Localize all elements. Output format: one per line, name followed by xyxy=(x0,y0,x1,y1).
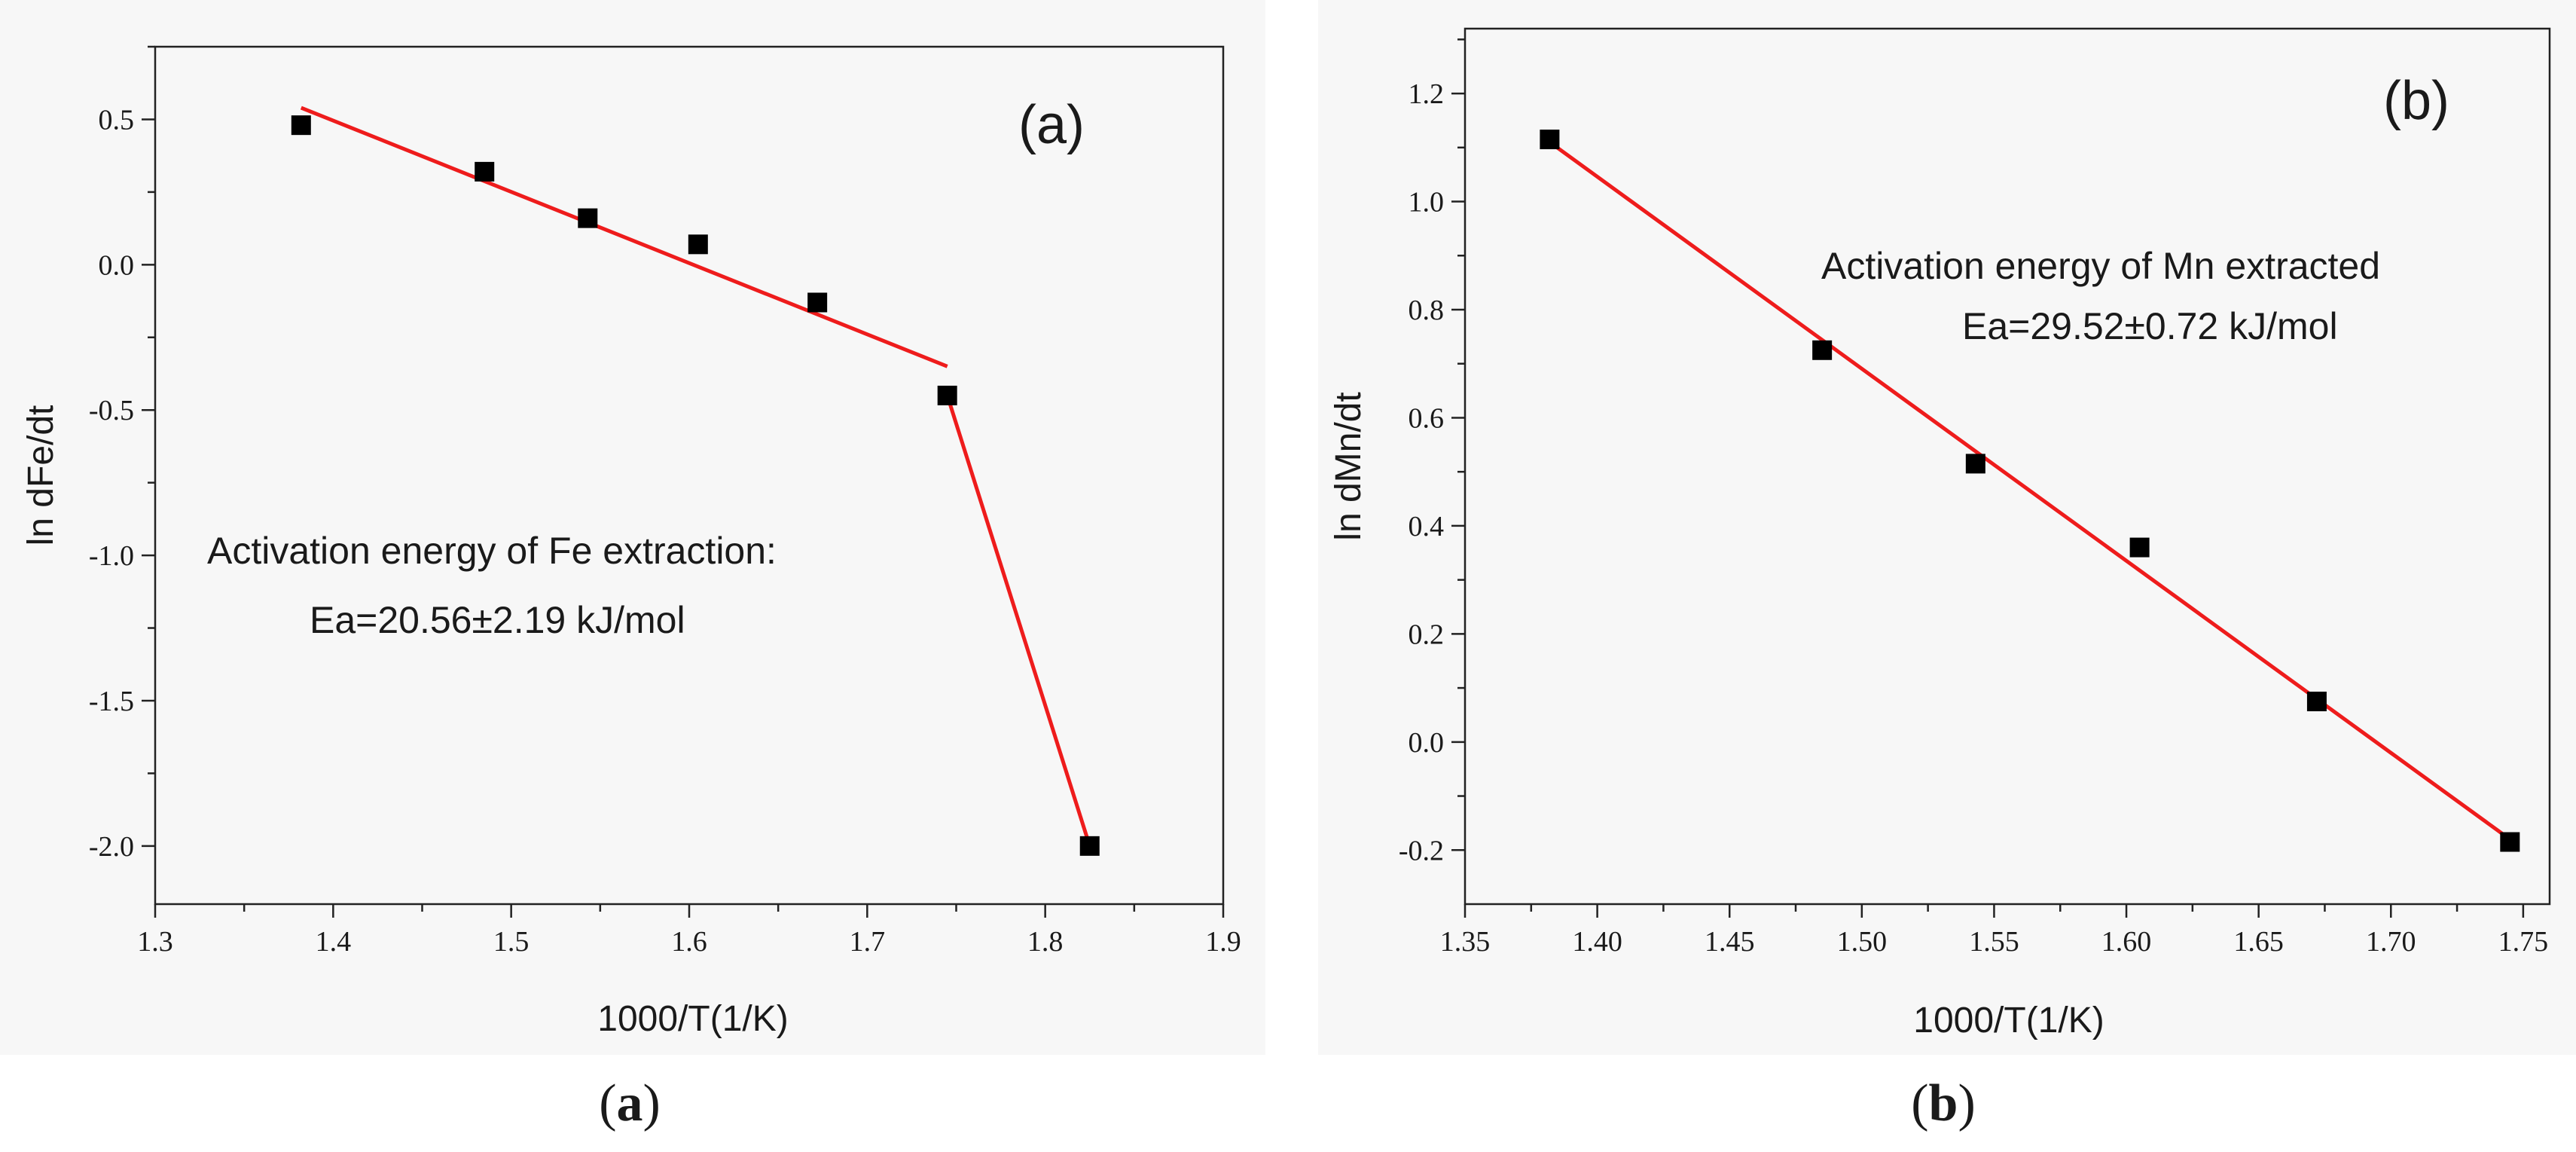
annotation-line-1: Activation energy of Mn extracted xyxy=(1821,245,2380,287)
x-tick-label: 1.50 xyxy=(1837,926,1888,958)
caption-close: ) xyxy=(643,1074,661,1132)
data-markers xyxy=(1540,130,2520,852)
x-tick-label: 1.5 xyxy=(493,926,530,958)
fit-lines xyxy=(300,105,1092,847)
x-tick-label: 1.40 xyxy=(1572,926,1622,958)
annotation-line-2: Ea=29.52±0.72 kJ/mol xyxy=(1962,305,2338,347)
x-tick-labels: 1.3 1.4 1.5 1.6 1.7 1.8 1.9 xyxy=(137,926,1241,958)
x-tick-label: 1.60 xyxy=(2101,926,2152,958)
x-tick-labels: 1.35 1.40 1.45 1.50 1.55 1.60 1.65 1.70 1.75 xyxy=(1440,926,2548,958)
x-tick-label: 1.45 xyxy=(1705,926,1755,958)
y-tick-label: 0.0 xyxy=(99,249,135,281)
x-axis-title: 1000/T(1/K) xyxy=(597,999,788,1039)
x-tick-label: 1.70 xyxy=(2366,926,2416,958)
x-tick-label: 1.55 xyxy=(1969,926,2019,958)
y-axis-title: ln dMn/dt xyxy=(1329,392,1369,540)
data-point xyxy=(1079,836,1100,856)
chart-panel-a: 1.3 1.4 1.5 1.6 1.7 1.8 1.9 -2.0 -1.5 -1.0 -0.5 0.… xyxy=(0,0,1265,1132)
y-tick-label: 1.2 xyxy=(1409,78,1445,110)
chart-panel-b: 1.35 1.40 1.45 1.50 1.55 1.60 1.65 1.70 1.75 -0.… xyxy=(1318,0,2576,1132)
y-tick-labels: -2.0 -1.5 -1.0 -0.5 0.0 0.5 xyxy=(89,104,134,862)
fit-line xyxy=(1548,140,2511,841)
panel-label: (b) xyxy=(2383,71,2449,131)
y-tick-label: -2.0 xyxy=(89,831,134,863)
plot-background xyxy=(0,0,1265,1055)
y-tick-label: 0.2 xyxy=(1409,619,1445,650)
data-point xyxy=(291,115,311,136)
caption-open: ( xyxy=(1911,1074,1928,1132)
y-tick-label: 0.5 xyxy=(99,104,135,136)
y-tick-label: -1.0 xyxy=(89,540,134,572)
x-tick-label: 1.7 xyxy=(850,926,886,958)
annotation-line-2: Ea=20.56±2.19 kJ/mol xyxy=(310,599,685,641)
data-point xyxy=(1540,130,1560,150)
panel-label: (a) xyxy=(1018,95,1085,155)
data-point xyxy=(2306,692,2327,712)
y-tick-label: 0.8 xyxy=(1409,295,1445,326)
caption-letter: b xyxy=(1929,1074,1958,1132)
y-tick-label: 0.4 xyxy=(1409,511,1445,542)
y-tick-label: -0.2 xyxy=(1399,835,1444,866)
y-tick-label: 0.0 xyxy=(1409,727,1445,759)
data-point xyxy=(1965,454,1985,474)
caption-close: ) xyxy=(1958,1074,1975,1132)
y-tick-label: 1.0 xyxy=(1409,187,1445,218)
x-tick-label: 1.75 xyxy=(2498,926,2549,958)
y-tick-labels: -0.2 0.0 0.2 0.4 0.6 0.8 1.0 1.2 xyxy=(1399,78,1444,866)
y-tick-label: -0.5 xyxy=(89,395,134,426)
x-tick-label: 1.3 xyxy=(137,926,173,958)
data-point xyxy=(2129,537,2150,558)
fit-lines xyxy=(1548,140,2511,841)
data-point xyxy=(1812,340,1833,360)
x-axis-title: 1000/T(1/K) xyxy=(1913,1001,2104,1040)
y-tick-label: 0.6 xyxy=(1409,402,1445,434)
x-tick-label: 1.4 xyxy=(316,926,352,958)
x-tick-label: 1.65 xyxy=(2233,926,2284,958)
figure-caption-a: (a) xyxy=(599,1074,661,1132)
caption-open: ( xyxy=(599,1074,616,1132)
x-tick-label: 1.8 xyxy=(1027,926,1064,958)
data-point xyxy=(2500,832,2520,852)
caption-letter: a xyxy=(617,1074,643,1132)
x-tick-label: 1.6 xyxy=(671,926,707,958)
axis-ticks xyxy=(1451,38,2525,918)
data-point xyxy=(578,208,598,228)
data-point xyxy=(475,161,495,182)
data-point xyxy=(937,385,957,405)
plot-background xyxy=(1318,0,2576,1055)
fit-line xyxy=(945,395,1092,847)
y-axis-title: ln dFe/dt xyxy=(21,405,61,546)
data-markers xyxy=(291,115,1100,856)
annotation-line-1: Activation energy of Fe extraction: xyxy=(207,530,777,572)
data-point xyxy=(807,292,828,313)
fit-line xyxy=(300,105,948,368)
figure-caption-b: (b) xyxy=(1911,1074,1976,1132)
y-tick-label: -1.5 xyxy=(89,686,134,717)
axis-ticks xyxy=(142,45,1225,918)
plot-frame xyxy=(1463,27,2551,906)
x-tick-label: 1.9 xyxy=(1205,926,1241,958)
x-tick-label: 1.35 xyxy=(1440,926,1491,958)
data-point xyxy=(688,234,708,255)
